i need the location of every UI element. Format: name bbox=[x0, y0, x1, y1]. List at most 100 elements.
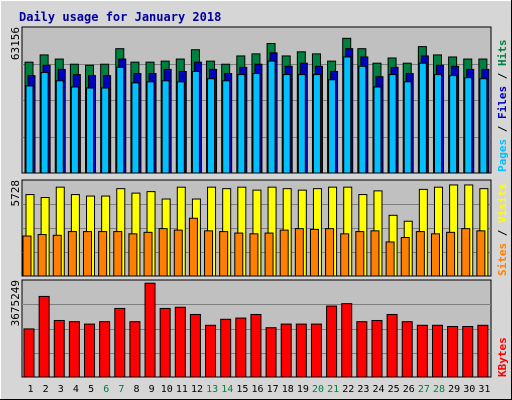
pages-bar bbox=[237, 74, 246, 174]
kbytes-bar bbox=[23, 328, 35, 378]
pages-bar bbox=[222, 80, 231, 174]
sites-bar bbox=[188, 217, 198, 277]
legend-separator-2: / bbox=[496, 66, 509, 86]
day-label: 11 bbox=[176, 384, 188, 395]
day-label: 8 bbox=[133, 384, 139, 395]
day-label: 24 bbox=[373, 384, 385, 395]
pages-bar bbox=[449, 75, 458, 174]
pages-bar bbox=[70, 86, 79, 174]
day-label: 20 bbox=[312, 384, 324, 395]
day-label: 3 bbox=[58, 384, 64, 395]
kbytes-bar bbox=[462, 325, 474, 378]
sites-bar bbox=[340, 233, 350, 277]
pages-bar bbox=[131, 82, 140, 174]
day-label: 31 bbox=[478, 384, 490, 395]
legend-separator-3: / bbox=[496, 223, 509, 243]
kbytes-bar bbox=[401, 321, 413, 378]
graph-title: Daily usage for January 2018 bbox=[19, 10, 221, 24]
kbytes-bar bbox=[326, 305, 338, 378]
kbytes-bar bbox=[416, 324, 428, 378]
sites-bar bbox=[98, 231, 108, 277]
day-label: 26 bbox=[403, 384, 415, 395]
kbytes-bar bbox=[220, 318, 232, 378]
pages-bar bbox=[207, 78, 216, 174]
sites-bar bbox=[430, 233, 440, 277]
sites-bar bbox=[67, 231, 77, 277]
day-label: 27 bbox=[418, 384, 430, 395]
day-label: 13 bbox=[206, 384, 218, 395]
kbytes-bar bbox=[159, 307, 171, 378]
sites-bar bbox=[37, 234, 47, 277]
kbytes-bar bbox=[386, 313, 398, 378]
kbytes-bar bbox=[68, 321, 80, 378]
day-label: 9 bbox=[149, 384, 155, 395]
kbytes-bar bbox=[431, 324, 443, 378]
kbytes-bar bbox=[174, 306, 186, 378]
sites-bar bbox=[264, 232, 274, 277]
legend-visits: Visits bbox=[496, 183, 509, 223]
pages-bar bbox=[418, 62, 427, 174]
sites-bar bbox=[294, 228, 304, 277]
sites-bar bbox=[415, 231, 425, 277]
sites-bar bbox=[355, 231, 365, 277]
sites-bar bbox=[309, 228, 319, 277]
day-label: 18 bbox=[282, 384, 294, 395]
legend-sites: Sites bbox=[496, 243, 509, 276]
bottom-panel-legend: KBytes bbox=[496, 337, 509, 377]
sites-bar bbox=[461, 228, 471, 277]
kbytes-bar bbox=[84, 323, 96, 378]
bottom-panel-max-label: 3675249 bbox=[9, 280, 22, 326]
pages-bar bbox=[116, 66, 125, 174]
legend-separator-1: / bbox=[496, 119, 509, 139]
day-labels: 1 2 3 4 5 6 7 8 9 10 11 12 13 14 15 16 17 18 19 20 21 22 23 24 2… bbox=[28, 384, 491, 395]
day-label: 14 bbox=[221, 384, 233, 395]
pages-bar bbox=[343, 56, 352, 174]
pages-bar bbox=[55, 80, 64, 174]
sites-bar bbox=[158, 228, 168, 277]
middle-panel-max-label: 5728 bbox=[9, 180, 22, 207]
sites-bar bbox=[234, 232, 244, 277]
day-label: 17 bbox=[267, 384, 279, 395]
sites-bar bbox=[446, 231, 456, 277]
sites-bar bbox=[143, 231, 153, 277]
day-label: 12 bbox=[191, 384, 203, 395]
chart-bars bbox=[22, 37, 490, 378]
sites-bar bbox=[476, 230, 486, 277]
sites-bar bbox=[325, 228, 335, 277]
day-label: 4 bbox=[73, 384, 79, 395]
top-panel-max-label: 63156 bbox=[9, 27, 22, 60]
pages-bar bbox=[40, 72, 49, 174]
pages-bar bbox=[282, 74, 291, 174]
sites-bar bbox=[83, 231, 93, 277]
sites-bar bbox=[128, 233, 138, 277]
day-label: 15 bbox=[236, 384, 248, 395]
day-label: 6 bbox=[103, 384, 109, 395]
day-label: 10 bbox=[161, 384, 173, 395]
kbytes-bar bbox=[265, 327, 277, 378]
day-label: 30 bbox=[463, 384, 475, 395]
pages-bar bbox=[252, 73, 261, 174]
kbytes-bar bbox=[144, 282, 156, 378]
pages-bar bbox=[312, 74, 321, 174]
sites-bar bbox=[219, 231, 229, 277]
kbytes-bar bbox=[99, 321, 111, 378]
sites-bar bbox=[279, 229, 289, 277]
sites-bar bbox=[173, 229, 183, 277]
kbytes-bar bbox=[250, 313, 262, 378]
pages-bar bbox=[101, 87, 110, 174]
pages-bar bbox=[161, 80, 170, 174]
kbytes-bar bbox=[310, 323, 322, 378]
pages-bar bbox=[328, 79, 337, 174]
pages-bar bbox=[433, 74, 442, 174]
day-label: 7 bbox=[118, 384, 124, 395]
legend-kbytes: KBytes bbox=[496, 337, 509, 377]
day-label: 28 bbox=[433, 384, 445, 395]
sites-bar bbox=[113, 231, 123, 277]
top-panel-legend: Pages / Files / Hits bbox=[496, 40, 509, 173]
sites-bar bbox=[204, 230, 214, 277]
sites-bar bbox=[52, 234, 62, 277]
pages-bar bbox=[191, 70, 200, 174]
pages-bar bbox=[25, 85, 34, 174]
sites-bar bbox=[22, 235, 32, 277]
pages-bar bbox=[176, 81, 185, 174]
